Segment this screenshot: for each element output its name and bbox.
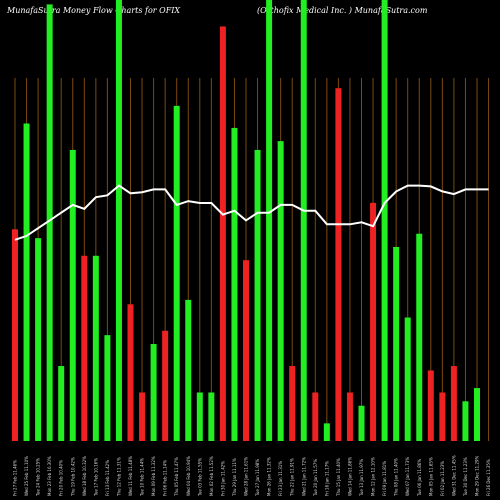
x-tick-label: Tue 03 Feb 11.55% (197, 458, 202, 497)
x-tick-label: Fri 23 Jan 11.31% (278, 461, 283, 496)
price-line (14, 184, 489, 241)
x-tick-label: Wed 21 Jan 11.72% (301, 457, 306, 496)
x-tick-label: Fri 27 Feb 11.46% (13, 460, 18, 496)
bar (474, 388, 480, 441)
bar (450, 366, 457, 441)
bar (185, 299, 192, 441)
x-tick-label: Thu 05 Feb 11.47% (174, 457, 179, 497)
x-axis-ticks: Fri 27 Feb 11.46% Wed 25 Feb 11.10% Tue 24… (13, 455, 492, 497)
bar (300, 0, 307, 441)
x-tick-label: Thu 29 Jan 11.11% (232, 458, 237, 497)
x-tick-label: Wed 28 Jan 11.61% (244, 457, 249, 496)
bar (139, 392, 146, 441)
x-tick-label: Tue 24 Feb 10.25% (36, 458, 41, 497)
bar (404, 317, 411, 441)
x-tick-label: Thu 15 Jan 11.40% (336, 458, 341, 497)
x-tick-label: Thu 08 Jan 11.40% (394, 458, 399, 497)
bar (277, 141, 284, 441)
bar (358, 405, 365, 441)
bar (439, 392, 446, 441)
bar (58, 366, 65, 441)
x-tick-label: Tue 10 Feb 11.44% (140, 458, 145, 497)
bar (346, 392, 353, 441)
x-tick-label: Wed 18 Feb 10.32% (82, 456, 87, 496)
x-tick-label: Wed 07 Jan 11.73% (405, 457, 410, 496)
bar (162, 330, 169, 441)
bar (335, 88, 342, 441)
x-tick-label: Fri 06 Feb 11.14% (163, 460, 168, 496)
bar (81, 255, 88, 441)
x-tick-label: Tue 27 Jan 11.98% (255, 459, 260, 497)
x-tick-label: Thu 12 Feb 11.31% (116, 457, 121, 497)
bar (393, 246, 400, 441)
bar (427, 370, 434, 441)
x-tick-label: Thu 19 Feb 10.42% (70, 457, 75, 497)
x-tick-label: Tue 17 Feb 10.16% (93, 458, 98, 497)
bar (254, 149, 261, 441)
x-tick-label: Fri 13 Feb 11.42% (105, 460, 110, 496)
x-tick-label: Wed 04 Feb 10.94% (186, 456, 191, 496)
bar (173, 105, 180, 441)
bar (289, 366, 296, 441)
x-tick-label: Fri 09 Jan 11.81% (382, 461, 387, 496)
money-flow-bars (12, 0, 480, 442)
bar (127, 304, 134, 441)
x-tick-label: Wed 25 Feb 11.10% (24, 456, 29, 496)
chart-subtitle: (Orthofix Medical Inc. ) MunafaSutra.com (257, 6, 428, 15)
bar (115, 0, 122, 441)
bar (104, 335, 111, 441)
x-tick-label: Mon 26 Jan 11.32% (267, 457, 272, 496)
x-tick-label: Tue 20 Jan 11.57% (313, 459, 318, 497)
bar (243, 260, 249, 441)
bar (208, 392, 215, 441)
bar (231, 127, 238, 441)
x-tick-label: Fri 02 Jan 11.23% (440, 461, 445, 496)
x-tick-label: Fri 16 Jan 11.17% (324, 461, 329, 496)
x-tick-label: Tue 13 Jan 11.97% (359, 459, 364, 497)
bar (69, 149, 76, 441)
bar (150, 343, 157, 441)
x-tick-label: Mon 05 Jan 11.65% (428, 457, 433, 496)
x-tick-label: Wed 11 Feb 11.48% (128, 456, 133, 496)
bar (266, 0, 273, 441)
x-tick-label: Wed 31 Dec 11.45% (451, 455, 456, 496)
bar (381, 0, 388, 441)
x-tick-label: Mon 02 Feb 11.52% (209, 456, 214, 496)
x-tick-label: Fri 26 Dec 11.35% (486, 459, 491, 496)
x-tick-label: Thu 22 Jan 11.91% (290, 458, 295, 497)
x-tick-label: Mon 29 Dec 11.29% (475, 455, 480, 496)
bar (323, 423, 330, 441)
bar (46, 4, 53, 441)
bar (92, 255, 99, 441)
bar (370, 202, 377, 441)
bar (219, 26, 226, 442)
x-tick-label: Mon 09 Feb 11.32% (151, 456, 156, 496)
bar (312, 392, 319, 441)
bar (416, 233, 423, 441)
x-tick-label: Wed 14 Jan 11.86% (347, 457, 352, 496)
bar (35, 238, 42, 441)
x-tick-label: Tue 30 Dec 11.23% (463, 457, 468, 497)
bar (462, 401, 469, 441)
bar (23, 123, 30, 441)
x-tick-label: Tue 06 Jan 11.86% (417, 459, 422, 497)
chart-title: MunafaSutra Money Flow Charts for OFIX (7, 6, 181, 15)
bar (12, 229, 18, 441)
x-tick-label: Fri 20 Feb 10.40% (59, 460, 64, 496)
x-tick-label: Fri 30 Jan 11.42% (220, 461, 225, 496)
x-tick-label: Mon 23 Feb 10.30% (47, 456, 52, 496)
x-tick-label: Mon 12 Jan 12.10% (371, 457, 376, 496)
bar (196, 392, 203, 441)
